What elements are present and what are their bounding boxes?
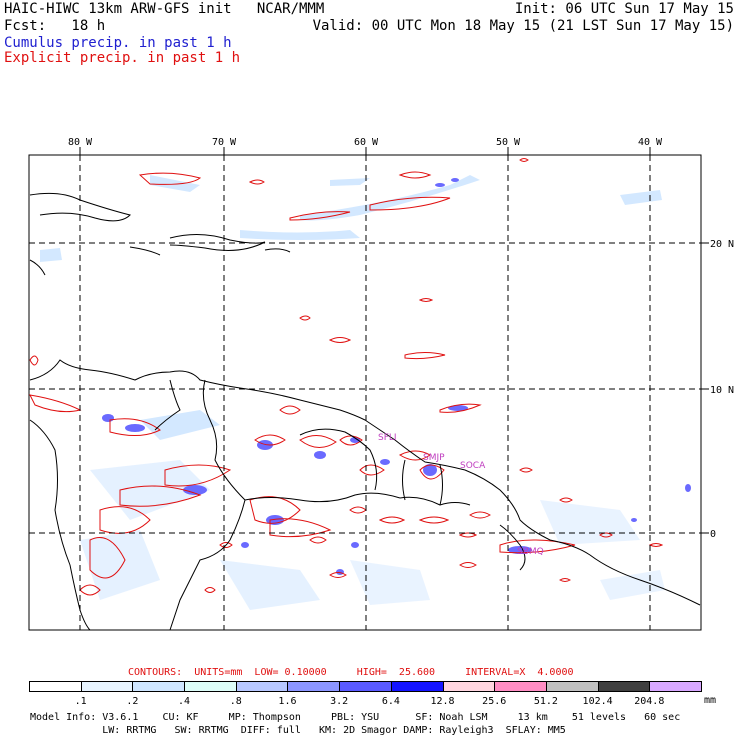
colorbar-cell (184, 681, 237, 692)
colorbar-cell (29, 681, 82, 692)
colorbar-label: .1 (74, 696, 87, 707)
legend-cumulus: Cumulus precip. in past 1 h (4, 35, 232, 51)
legend-explicit: Explicit precip. in past 1 h (4, 50, 241, 66)
colorbar-label: 12.8 (430, 696, 455, 707)
model-info-line2: LW: RRTMG SW: RRTMG DIFF: full KM: 2D Sm… (30, 725, 566, 736)
header-title: HAIC-HIWC 13km ARW-GFS init NCAR/MMM (4, 1, 325, 17)
colorbar-cell (545, 681, 599, 692)
forecast-hour: Fcst: 18 h (4, 18, 106, 34)
colorbar-units: mm (704, 695, 717, 706)
lon-label: 80 W (68, 137, 93, 148)
colorbar-cell (339, 681, 392, 692)
init-time: Init: 06 UTC Sun 17 May 15 (514, 1, 734, 17)
lon-label: 60 W (354, 137, 379, 148)
colorbar-label: 102.4 (582, 696, 613, 707)
lat-lon-grid (29, 155, 701, 630)
colorbar-cell (390, 681, 444, 692)
colorbar-cell (494, 681, 547, 692)
valid-time: Valid: 00 UTC Mon 18 May 15 (21 LST Sun … (312, 18, 734, 34)
coastlines (29, 192, 701, 631)
lon-label: 70 W (212, 137, 237, 148)
colorbar-label: 1.6 (278, 696, 297, 707)
colorbar-label: 25.6 (482, 696, 507, 707)
colorbar-label: 51.2 (533, 696, 558, 707)
station-label: SBMQ (517, 547, 544, 557)
contours-info: CONTOURS: UNITS=mm LOW= 0.10000 HIGH= 25… (128, 667, 574, 678)
colorbar-label: .8 (229, 696, 242, 707)
cumulus-precip-light (40, 175, 665, 610)
colorbar-cell (80, 681, 134, 692)
colorbar-cell (287, 681, 341, 692)
lon-label: 50 W (496, 137, 521, 148)
axis-ticks (79, 147, 709, 534)
station-label: SMJP (423, 453, 445, 463)
colorbar-label: 6.4 (381, 696, 400, 707)
explicit-precip-contours (29, 158, 664, 596)
colorbar-cell (442, 681, 496, 692)
lat-label: 0 (710, 529, 716, 540)
lon-label: 40 W (638, 137, 663, 148)
lat-label: 20 N (710, 239, 734, 250)
colorbar-cell (132, 681, 186, 692)
colorbar-cell (597, 681, 651, 692)
colorbar-cell (235, 681, 289, 692)
colorbar-label: 3.2 (330, 696, 349, 707)
colorbar-label: .4 (178, 696, 191, 707)
colorbar-cell (649, 681, 702, 692)
precip-map: 80 W 70 W 60 W 50 W 40 W 20 N 10 N 0 SFL… (28, 137, 734, 631)
station-label: SOCA (460, 461, 486, 471)
model-info-line1: Model Info: V3.6.1 CU: KF MP: Thompson P… (30, 712, 681, 723)
colorbar-label: .2 (126, 696, 139, 707)
lat-label: 10 N (710, 385, 734, 396)
station-label: SFLI (378, 433, 397, 443)
colorbar-label: 204.8 (634, 696, 665, 707)
